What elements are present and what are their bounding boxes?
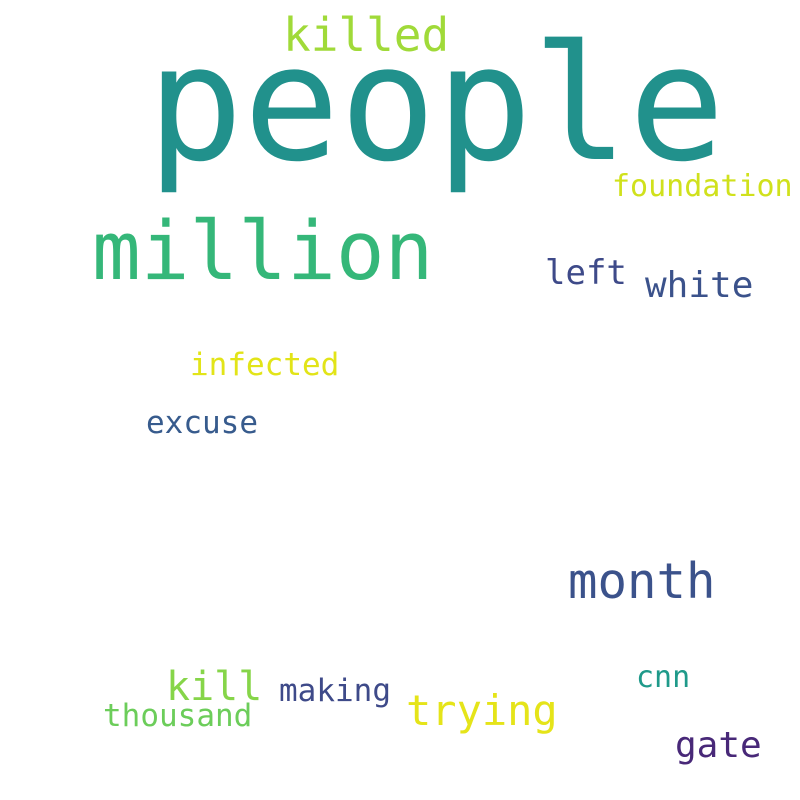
word-trying: trying: [406, 686, 558, 735]
word-killed: killed: [283, 8, 450, 62]
word-million: million: [92, 205, 434, 299]
word-making: making: [279, 673, 391, 709]
word-infected: infected: [190, 347, 340, 383]
word-kill: kill: [166, 664, 263, 710]
word-people: people: [147, 10, 725, 197]
word-left: left: [545, 253, 627, 293]
word-white: white: [645, 265, 754, 306]
word-foundation: foundation: [612, 169, 793, 204]
word-cnn: cnn: [636, 660, 691, 695]
word-gate: gate: [675, 725, 762, 766]
word-excuse: excuse: [146, 405, 258, 441]
word-month: month: [568, 553, 716, 610]
word-thousand: thousand: [103, 698, 253, 734]
